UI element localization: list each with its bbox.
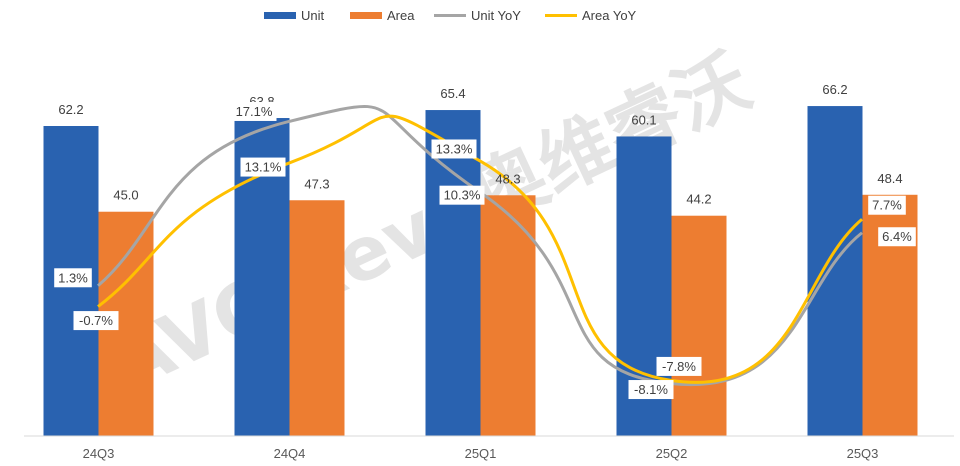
bar-label-unit-25Q3: 66.2 <box>822 82 847 97</box>
bar-area-24Q4 <box>289 200 345 436</box>
bar-area-25Q2 <box>671 215 727 436</box>
x-tick-24Q3: 24Q3 <box>83 446 115 461</box>
bar-label-area-25Q2: 44.2 <box>686 192 711 207</box>
bar-area-25Q1 <box>480 195 536 436</box>
yoy-label-unit-25Q2: -8.1% <box>634 382 668 397</box>
yoy-label-area-24Q3: -0.7% <box>79 313 113 328</box>
bar-label-unit-25Q1: 65.4 <box>440 86 465 101</box>
yoy-label-area-25Q1-box <box>431 139 477 159</box>
legend-label-area-yoy: Area YoY <box>582 8 637 23</box>
yoy-label-unit-25Q1-box <box>439 185 485 205</box>
legend-label-unit-yoy: Unit YoY <box>471 8 521 23</box>
yoy-label-area-25Q1: 13.3% <box>436 141 473 156</box>
yoy-label-unit-25Q3: 6.4% <box>882 229 912 244</box>
legend-swatch-area <box>350 12 382 19</box>
yoy-label-unit-25Q1: 10.3% <box>444 188 481 203</box>
yoy-label-unit-24Q3-box <box>54 268 92 288</box>
yoy-label-area-25Q3-box <box>868 195 906 215</box>
legend-swatch-unit <box>264 12 296 19</box>
x-tick-25Q3: 25Q3 <box>847 446 879 461</box>
yoy-label-area-25Q2: -7.8% <box>662 359 696 374</box>
x-tick-25Q2: 25Q2 <box>656 446 688 461</box>
yoy-label-area-24Q4: 13.1% <box>245 160 282 175</box>
yoy-label-unit-25Q2-box <box>628 380 674 400</box>
line-area-yoy <box>97 114 863 384</box>
bar-label-unit-24Q3: 62.2 <box>58 102 83 117</box>
bar-label-area-24Q4: 47.3 <box>304 176 329 191</box>
bar-label-area-25Q1: 48.3 <box>495 171 520 186</box>
bar-unit-25Q1 <box>425 110 481 436</box>
yoy-label-unit-24Q3: 1.3% <box>58 270 88 285</box>
yoy-label-unit-24Q4-box <box>231 101 277 121</box>
bar-label-area-25Q3: 48.4 <box>877 171 902 186</box>
legend-label-area: Area <box>387 8 415 23</box>
yoy-label-area-24Q4-box <box>240 157 286 177</box>
yoy-label-area-25Q3: 7.7% <box>872 198 902 213</box>
bar-label-area-24Q3: 45.0 <box>113 188 138 203</box>
yoy-label-area-25Q2-box <box>656 356 702 376</box>
x-tick-25Q1: 25Q1 <box>465 446 497 461</box>
yoy-label-unit-24Q4: 17.1% <box>236 104 273 119</box>
bar-unit-25Q3 <box>807 106 863 437</box>
x-tick-24Q4: 24Q4 <box>274 446 306 461</box>
legend-label-unit: Unit <box>301 8 325 23</box>
yoy-label-area-24Q3-box <box>73 311 119 331</box>
yoy-label-unit-25Q3-box <box>878 227 916 247</box>
bar-label-unit-25Q2: 60.1 <box>631 112 656 127</box>
